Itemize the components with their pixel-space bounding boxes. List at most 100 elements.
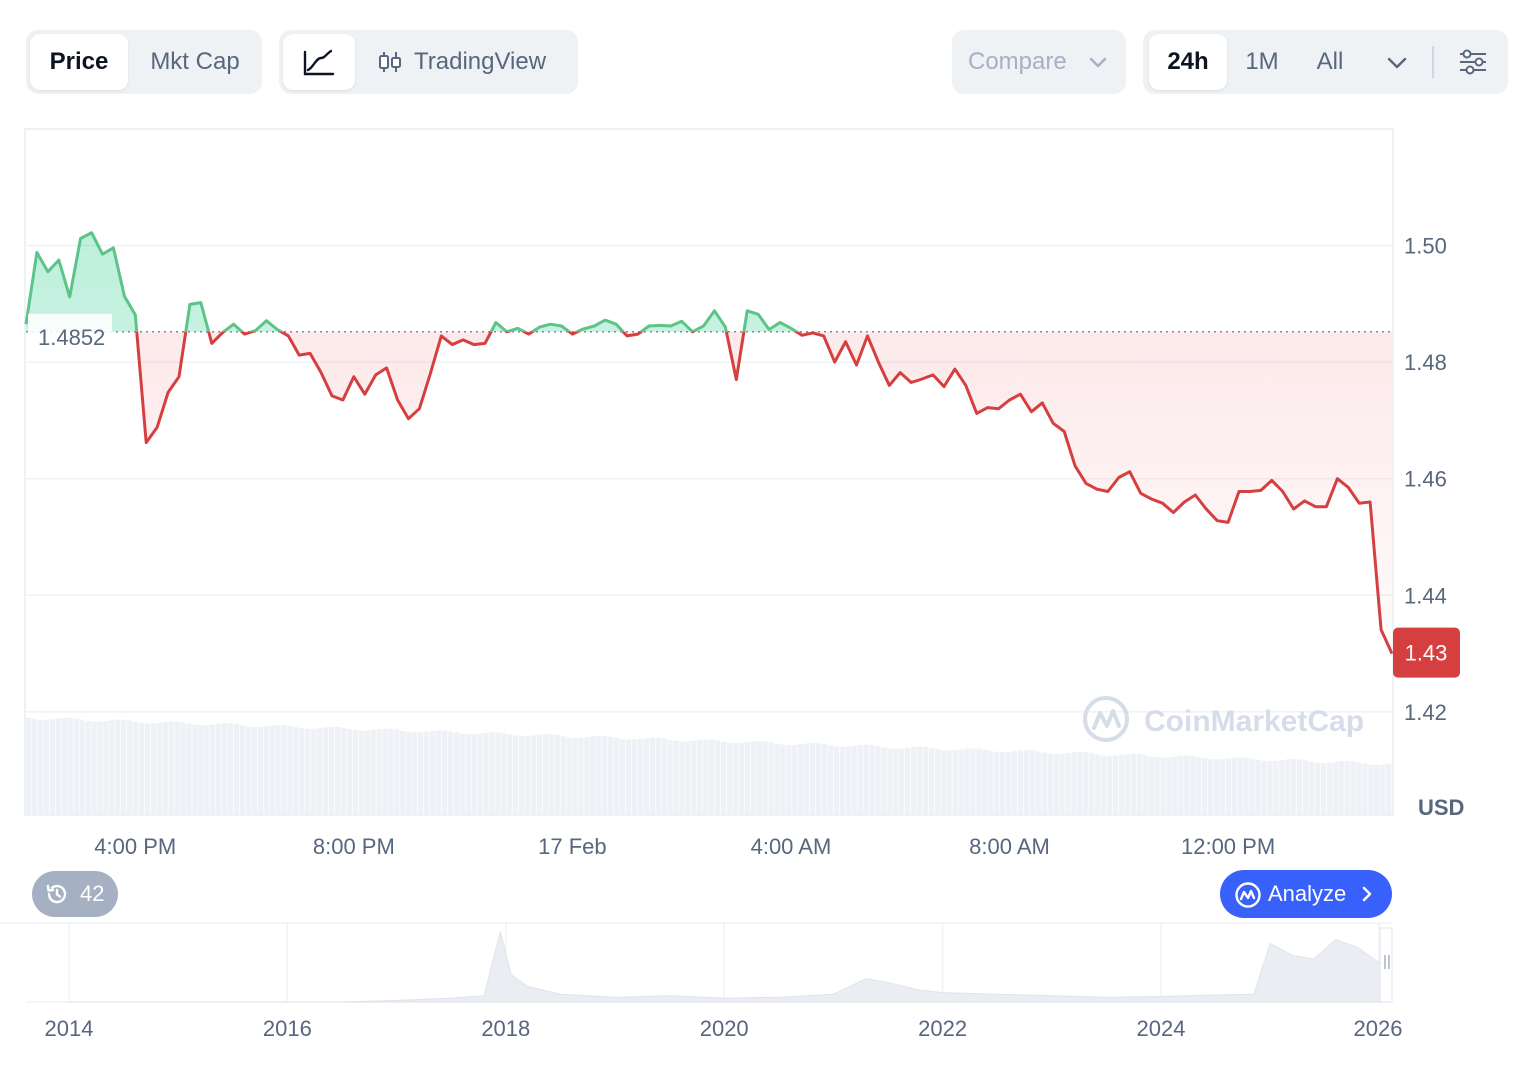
volume-bar [1308, 761, 1315, 815]
volume-bar [661, 738, 667, 815]
tab-mkt-cap[interactable]: Mkt Cap [150, 48, 240, 75]
volume-bar [625, 739, 632, 815]
volume-bar [1100, 755, 1107, 815]
volume-bar [566, 737, 572, 815]
volume-bar [61, 717, 67, 815]
volume-bar [1065, 753, 1071, 815]
volume-bar [55, 718, 62, 815]
volume-bar [121, 719, 127, 815]
volume-bar [435, 730, 442, 815]
volume-bar [720, 741, 727, 815]
volume-bar [1237, 757, 1243, 815]
volume-bar [1231, 757, 1237, 815]
watermark-logo-icon [1083, 696, 1129, 742]
volume-bar [584, 737, 590, 815]
line-chart-button[interactable] [283, 34, 355, 90]
volume-bar [328, 726, 335, 815]
volume-bar [43, 719, 50, 815]
y-tick-label: 1.50 [1404, 234, 1447, 259]
volume-bar [596, 735, 602, 815]
volume-bar [1017, 750, 1024, 815]
volume-bar [1005, 752, 1012, 815]
volume-bar [216, 723, 222, 815]
range-divider [1432, 46, 1434, 78]
volume-bar [1148, 756, 1154, 815]
volume-bar [31, 719, 38, 815]
volume-bar [364, 730, 370, 815]
volume-bar [394, 729, 400, 815]
volume-bar [786, 745, 792, 815]
volume-bar [441, 730, 448, 815]
volume-bar [780, 744, 786, 815]
volume-bar [144, 723, 151, 815]
volume-bar [1380, 764, 1386, 815]
volume-bar [899, 748, 905, 815]
volume-bar [26, 718, 32, 815]
navigator-area [69, 931, 1391, 1003]
volume-bar [833, 746, 840, 815]
volume-bar [1213, 759, 1220, 815]
volume-bar [1201, 758, 1208, 815]
volume-bar [1130, 753, 1137, 815]
chart-settings-button[interactable] [1443, 34, 1503, 90]
volume-bar [293, 727, 299, 815]
volume-bar [1000, 752, 1006, 815]
volume-bar [245, 726, 252, 815]
volume-bar [1279, 760, 1285, 815]
volume-bar [358, 730, 364, 815]
tab-all[interactable]: All [1316, 48, 1344, 75]
compare-dropdown[interactable]: Compare [952, 30, 1126, 94]
volume-bar [608, 736, 614, 815]
volume-bar [1225, 758, 1232, 815]
volume-bar [726, 742, 733, 815]
volume-bar [180, 722, 186, 815]
tab-24h[interactable]: 24h [1149, 34, 1227, 90]
range-toggle: 24h 1M All [1143, 30, 1508, 94]
tradingview-label: TradingView [414, 48, 547, 75]
watermark-logo-mark [1092, 709, 1121, 730]
volume-bar [1356, 762, 1362, 815]
volume-bar [447, 731, 454, 815]
volume-bar [649, 737, 655, 815]
volume-bar [774, 743, 780, 815]
history-badge[interactable]: 42 [32, 871, 118, 917]
navigator-year-label: 2018 [481, 1016, 530, 1041]
volume-bar [1106, 755, 1113, 815]
volume-bar [1053, 754, 1059, 815]
volume-bar [714, 740, 721, 815]
volume-bar [1077, 751, 1083, 815]
volume-bar [887, 748, 893, 815]
volume-bar [922, 746, 929, 815]
x-axis-ticks: 4:00 PM 8:00 PM 17 Feb 4:00 AM 8:00 AM 12:00 … [94, 834, 1275, 859]
volume-bar [239, 725, 246, 815]
volume-bar [572, 737, 578, 815]
volume-bar [667, 739, 673, 815]
volume-bar [869, 745, 875, 815]
analyze-button[interactable]: Analyze [1220, 870, 1392, 918]
volume-bar [85, 720, 91, 815]
volume-bar [798, 744, 804, 815]
volume-bar [578, 737, 584, 815]
volume-bar [198, 725, 204, 815]
tab-1m[interactable]: 1M [1245, 48, 1279, 75]
volume-bar [423, 731, 430, 815]
volume-bar [1320, 763, 1327, 815]
volume-bar [809, 742, 816, 815]
coinmarketcap-watermark: CoinMarketCap [1083, 696, 1364, 742]
volume-bar [1368, 764, 1374, 815]
volume-bar [792, 744, 798, 815]
volume-bar [518, 736, 525, 815]
volume-bar [910, 746, 917, 815]
tradingview-button[interactable]: TradingView [359, 34, 574, 90]
volume-bar [1112, 755, 1119, 815]
tab-price[interactable]: Price [30, 34, 128, 90]
volume-bar [1296, 759, 1303, 815]
volume-bar [916, 746, 923, 815]
volume-bar [1314, 762, 1321, 815]
volume-bar [1249, 758, 1255, 815]
volume-bar [1273, 760, 1279, 815]
volume-bar [964, 748, 970, 815]
volume-bar [970, 748, 976, 815]
range-more-dropdown[interactable] [1371, 34, 1423, 90]
navigator-chart [0, 922, 1393, 1003]
